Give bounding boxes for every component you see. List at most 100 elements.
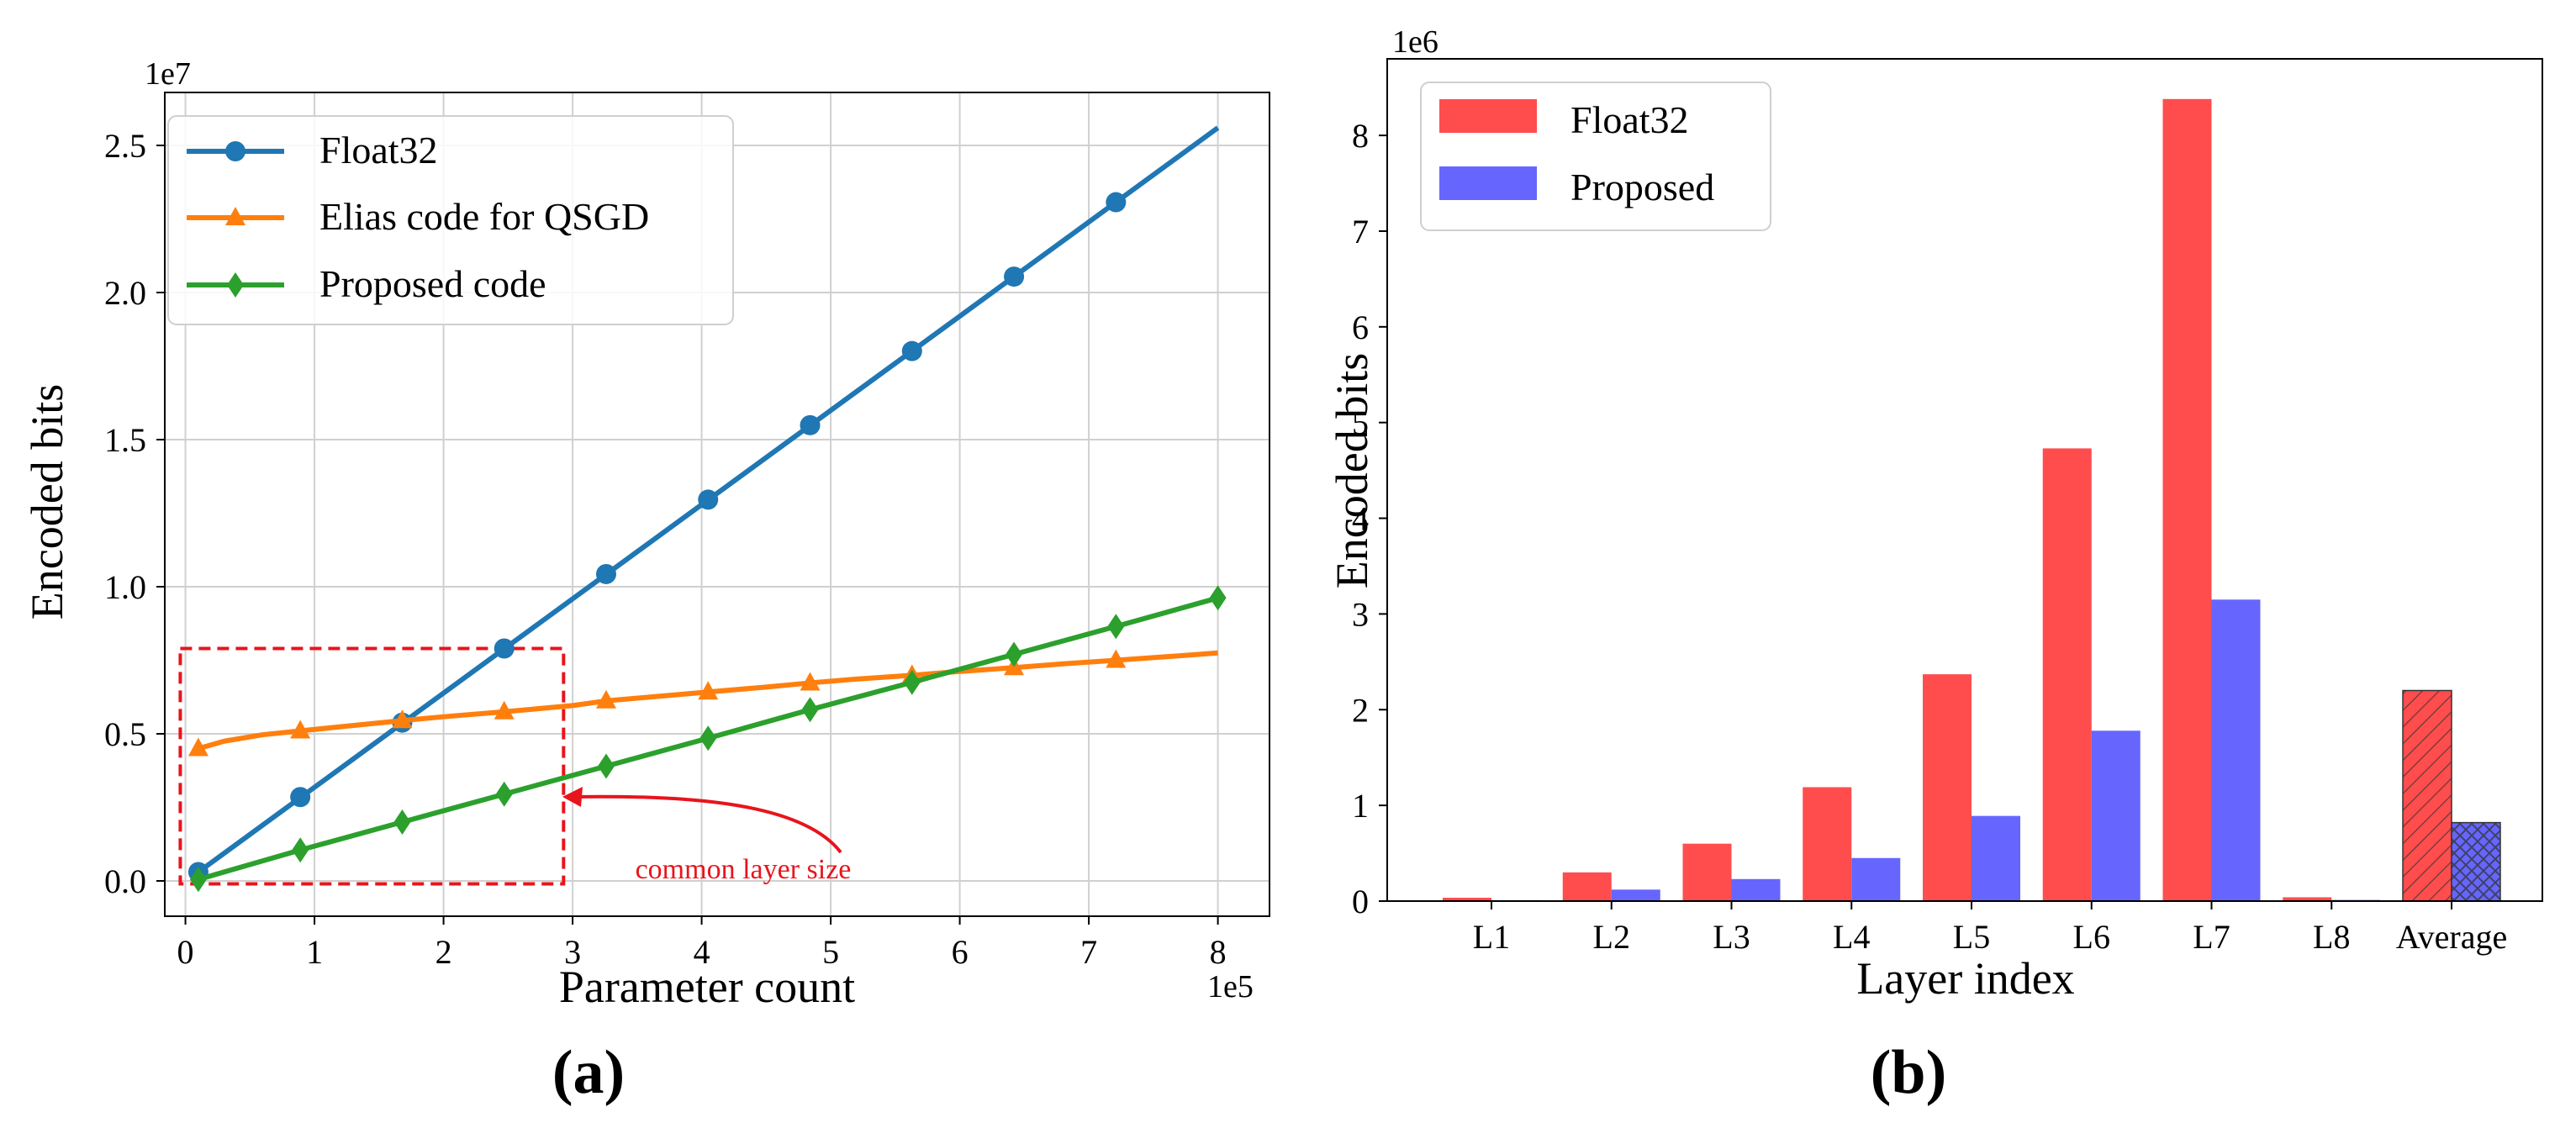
chart-b-plot-frame (1386, 58, 2543, 902)
chart-a-legend-box (167, 115, 734, 325)
y-tick-label: 0 (1352, 883, 1369, 920)
chart-a-series (187, 125, 1227, 893)
x-tick-label: L2 (1593, 918, 1630, 956)
series-elias-point (1106, 649, 1127, 668)
chart-a-highlight (178, 646, 566, 886)
bar-float32 (1682, 843, 1732, 901)
bar-proposed (2211, 599, 2261, 901)
legend-a-float32: Float32 (319, 129, 438, 171)
x-tick-label: L5 (1953, 918, 1990, 956)
y-tick-label: 2 (1352, 691, 1369, 729)
series-proposed-point (393, 809, 411, 835)
series-proposed-point (801, 697, 819, 723)
y-tick-label: 0.0 (104, 862, 146, 900)
chart-b-legend: Float32 Proposed (1420, 82, 1771, 231)
series-float32-point (901, 340, 922, 361)
series-proposed-point (597, 753, 615, 779)
x-tick-label: 8 (1210, 933, 1227, 971)
series-float32-point (1004, 266, 1025, 287)
legend-b-swatch-proposed (1439, 166, 1537, 200)
series-float32-point (290, 787, 311, 808)
x-tick-label: 3 (564, 933, 581, 971)
chart-b-xlabel: Layer index (1856, 953, 2074, 1004)
legend-b-swatch-float32 (1439, 99, 1537, 133)
x-tick-label: L4 (1833, 918, 1870, 956)
legend-b-proposed: Proposed (1570, 166, 1714, 208)
x-tick-label: 7 (1080, 933, 1097, 971)
series-float32-point (800, 414, 821, 435)
bar-float32 (1443, 898, 1491, 901)
bar-float32 (1923, 674, 1972, 901)
series-proposed-point (699, 725, 717, 751)
legend-a-marker-elias (225, 207, 245, 225)
y-tick-label: 1.0 (104, 568, 146, 606)
annotation-arrowhead (562, 787, 583, 807)
series-elias-point (392, 709, 413, 729)
series-proposed-point (1107, 614, 1125, 640)
bar-proposed (1851, 857, 1901, 901)
chart-a-legend-marks (187, 141, 284, 298)
y-tick-label: 5 (1352, 404, 1369, 442)
series-elias-point (800, 672, 821, 691)
x-tick-label: 6 (952, 933, 969, 971)
series-proposed-point (292, 837, 309, 863)
y-tick-label: 8 (1352, 117, 1369, 155)
bar-proposed (2091, 730, 2141, 901)
series-float32-point (494, 638, 515, 659)
series-proposed-point (1209, 585, 1227, 611)
series-elias-point (595, 689, 616, 709)
y-tick-label: 4 (1352, 500, 1369, 538)
bar-float32 (2162, 98, 2212, 901)
chart-b-legend-marks (1439, 99, 1537, 200)
chart-a-ylabel: Encoded bits (22, 384, 72, 619)
chart-b: L1 L2 L3 L4 L5 L6 L7 L8 Average 0 1 2 3 4 5 6 7 8 1e6 Lay… (1327, 24, 2543, 1107)
series-proposed-point (189, 867, 207, 893)
bar-float32 (1562, 872, 1612, 901)
y-tick-label: 7 (1352, 213, 1369, 250)
x-tick-label: 1 (306, 933, 323, 971)
legend-a-proposed: Proposed code (319, 262, 546, 305)
chart-a-x-offset: 1e5 (1207, 969, 1254, 1004)
annotation-text: common layer size (636, 854, 852, 885)
series-float32-point (698, 489, 719, 510)
x-tick-label: 5 (822, 933, 839, 971)
x-tick-label: L3 (1713, 918, 1750, 956)
legend-a-elias: Elias code for QSGD (319, 195, 649, 238)
chart-b-ticks: L1 L2 L3 L4 L5 L6 L7 L8 Average 0 1 2 3 4 5 6 7 8 (1352, 117, 2507, 956)
series-elias-line (198, 650, 1218, 751)
annotation-arrow (567, 794, 842, 854)
chart-a-ticks: 0 1 2 3 4 5 6 7 8 0.0 0.5 1.0 1.5 2.0 2.5 (104, 127, 1227, 971)
series-float32-point (1106, 192, 1127, 213)
bar-proposed-hatch (2452, 822, 2500, 901)
highlight-box (178, 646, 566, 886)
bar-proposed (1731, 878, 1781, 901)
chart-b-bars (1443, 98, 2501, 902)
x-tick-label: L8 (2313, 918, 2350, 956)
x-tick-label: 2 (435, 933, 452, 971)
y-tick-label: 1.5 (104, 421, 146, 459)
y-tick-label: 0.5 (104, 715, 146, 753)
y-tick-label: 2.0 (104, 274, 146, 312)
legend-a-marker-proposed (227, 272, 244, 298)
chart-a: 0 1 2 3 4 5 6 7 8 0.0 0.5 1.0 1.5 2.0 2.5 1e7 1e5 Para… (22, 56, 1270, 1107)
chart-b-ylabel: Encoded bits (1327, 353, 1377, 588)
series-proposed-point (903, 669, 921, 695)
bar-float32-hatch (2403, 690, 2452, 901)
legend-a-marker-float32 (225, 141, 245, 161)
bar-proposed (1611, 889, 1660, 901)
series-float32-point (595, 563, 616, 584)
y-tick-label: 6 (1352, 308, 1369, 346)
series-elias-point (290, 720, 311, 739)
x-tick-label: 0 (177, 933, 194, 971)
series-proposed-point (1006, 641, 1023, 667)
chart-b-y-offset: 1e6 (1392, 24, 1438, 60)
series-elias-point (187, 737, 209, 757)
panel-label-b: (b) (1871, 1038, 1946, 1107)
y-tick-label: 1 (1352, 787, 1369, 825)
x-tick-label: L7 (2193, 918, 2230, 956)
bar-float32 (2283, 897, 2332, 901)
panel-label-a: (a) (552, 1038, 625, 1107)
chart-a-xlabel: Parameter count (559, 962, 855, 1012)
legend-b-float32: Float32 (1570, 98, 1689, 141)
